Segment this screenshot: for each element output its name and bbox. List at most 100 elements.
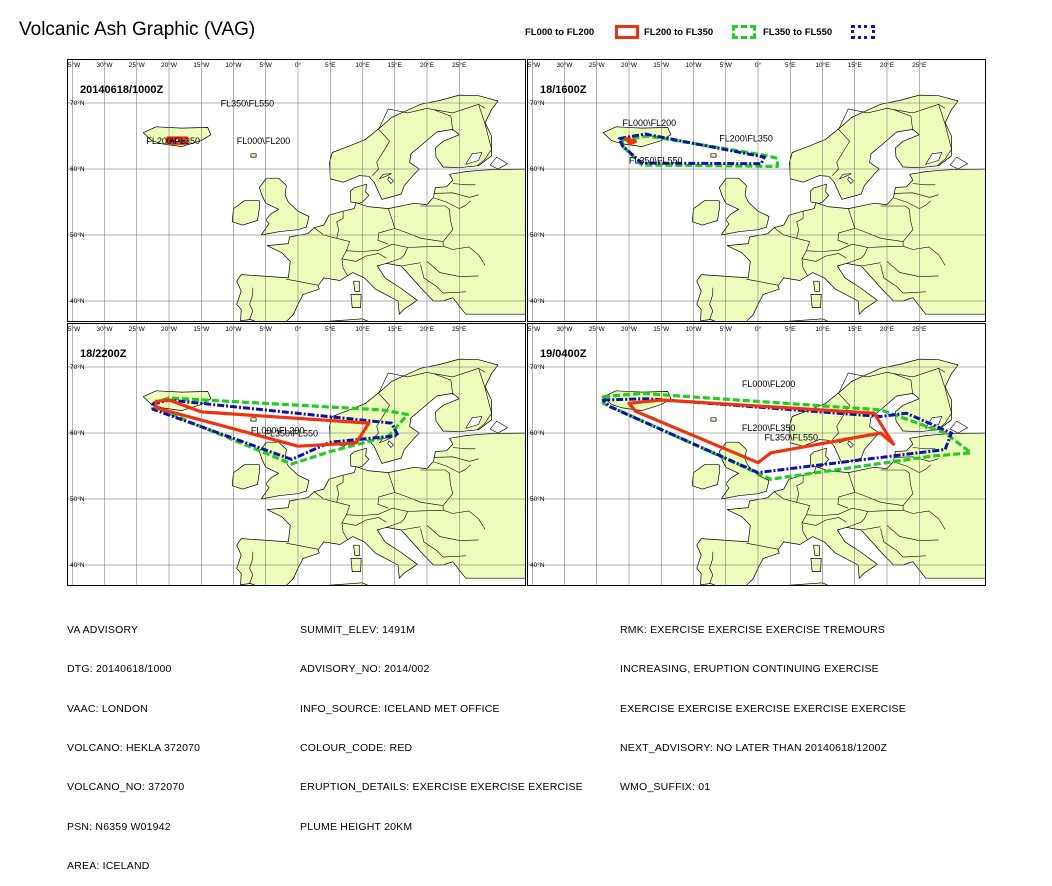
country-border [420,469,454,506]
land-layer [602,94,985,321]
advisory-line: INCREASING, ERUPTION CONTINUING EXERCISE [620,663,879,676]
land-continent [696,432,985,585]
lon-tick-label: 20°E [420,61,435,69]
lon-tick-label: 15°W [193,61,210,69]
country-border [377,208,396,245]
lon-tick-label: 10°E [355,325,370,333]
lake [387,440,394,448]
lat-tick-label: 70°N [70,99,85,107]
land-africa [787,318,829,321]
ash-polygon-fl350-fl550 [617,132,766,166]
lon-tick-label: 10°E [815,61,830,69]
country-border [796,211,804,239]
graticule: 35°W 30°W 25°W 20°W 15°W 10°W 5°W 0° 5°E 10°E 15°E… [528,324,985,585]
advisory-line: AREA: ICELAND [67,859,150,872]
country-border [746,278,779,286]
country-border [346,243,393,252]
land-scotland-england [718,441,770,500]
land-africa [787,582,829,585]
advisory-column-2: SUMMIT_ELEV: 1491M ADVISORY_NO: 2014/002… [300,598,583,847]
country-border [837,208,856,245]
graticule: 35°W 30°W 25°W 20°W 15°W 10°W 5°W 0° 5°E 10°E 15°E… [68,60,525,321]
country-border [880,264,926,294]
flight-level-label: FL200\FL350 [742,423,796,433]
land-denmark [809,183,830,204]
lon-tick-label: 20°W [161,325,178,333]
country-border [831,372,850,440]
country-border [801,253,847,262]
ash-polygons [166,136,189,145]
land-faroes [710,153,717,158]
lon-tick-label: 35°W [68,325,81,333]
country-border [401,526,421,531]
lon-tick-label: 25°W [129,61,146,69]
country-border [796,475,804,503]
country-border [249,551,254,584]
ash-polygon-fl000-fl200 [624,136,638,146]
lat-tick-label: 50°N [530,231,545,239]
country-border [313,491,350,541]
country-border [861,526,881,531]
flight-level-label: FL200\FL350 [146,136,200,146]
country-border [420,205,454,242]
country-border [867,505,904,512]
country-border [773,491,810,541]
map-canvas: 35°W 30°W 25°W 20°W 15°W 10°W 5°W 0° 5°E 10°E 15°E… [528,324,985,585]
flight-level-label: FL000\FL200 [742,379,796,389]
map-panel-2: 35°W 30°W 25°W 20°W 15°W 10°W 5°W 0° 5°E 10°E 15°E… [527,59,986,322]
lake [465,416,483,429]
lon-tick-label: 5°E [785,61,796,69]
lon-tick-label: 10°E [355,61,370,69]
legend: FL000 to FL200 FL200 to FL350 FL350 to F… [520,22,890,46]
land-denmark [349,447,370,468]
lon-tick-label: 35°W [68,61,81,69]
flight-level-labels: FL350\FL550 FL200\FL350 FL000\FL200 [146,98,290,146]
flight-level-label: FL000\FL200 [251,426,305,436]
country-border [893,373,914,395]
legend-label: FL000 to FL200 [525,27,595,38]
advisory-line: VOLCANO_NO: 372070 [67,781,185,794]
advisory-line: PSN: N6359 W01942 [67,820,171,833]
map-canvas: 35°W 30°W 25°W 20°W 15°W 10°W 5°W 0° 5°E 10°E 15°E… [528,60,985,321]
lon-tick-label: 15°W [193,325,210,333]
land-continent [236,432,525,585]
land-ireland [691,200,720,226]
lat-tick-label: 50°N [70,495,85,503]
advisory-line: PLUME HEIGHT 20KM [300,820,413,833]
lat-tick-label: 50°N [530,495,545,503]
graticule: 35°W 30°W 25°W 20°W 15°W 10°W 5°W 0° 5°E 10°E 15°E… [528,60,985,321]
advisory-line: INFO_SOURCE: ICELAND MET OFFICE [300,702,500,715]
advisory-line: ERUPTION_DETAILS: EXERCISE EXERCISE EXER… [300,781,583,794]
country-border [806,243,853,252]
country-border [846,507,869,528]
country-border [426,525,479,541]
country-border [912,447,936,450]
land-africa [327,318,369,321]
map-panel-3: 35°W 30°W 25°W 20°W 15°W 10°W 5°W 0° 5°E 10°E 15°E… [67,323,526,586]
border-layer [709,367,952,584]
lon-tick-label: 0° [755,61,762,69]
border-layer [249,367,492,584]
lat-tick-label: 50°N [70,231,85,239]
legend-swatch-green [732,25,756,39]
ash-polygon-fl000-fl200 [154,398,371,448]
land-ireland [231,464,260,490]
country-border [249,287,254,320]
flight-level-label: FL000\FL200 [237,136,291,146]
lat-tick-label: 70°N [530,363,545,371]
country-border [433,192,479,198]
ash-polygons [617,132,779,169]
country-border [867,241,904,248]
country-border [903,245,946,266]
country-border [893,192,939,198]
lake [379,173,392,180]
land-denmark [349,183,370,204]
lat-tick-label: 70°N [530,99,545,107]
lon-tick-label: 5°E [785,325,796,333]
lon-tick-label: 25°E [912,325,927,333]
lon-tick-label: 5°E [325,325,336,333]
country-border [452,447,476,450]
lon-tick-label: 10°W [686,61,703,69]
